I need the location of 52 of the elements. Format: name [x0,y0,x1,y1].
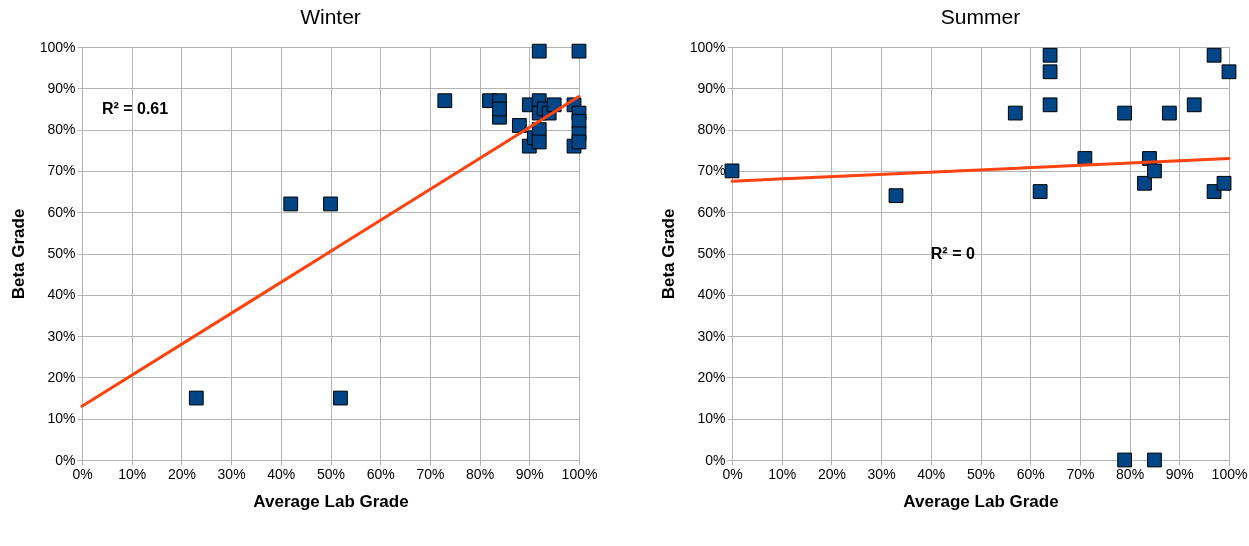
x-tick-label: 60% [366,465,395,482]
y-tick-label: 10% [697,410,726,427]
x-tick-label: 20% [817,465,846,482]
x-tick-label: 30% [867,465,896,482]
annotation: R² = 0 [930,244,975,262]
x-tick-label: 100% [561,465,598,482]
y-tick-label: 30% [697,327,726,344]
y-tick-label: 70% [47,162,76,179]
y-tick-label: 90% [697,79,726,96]
x-tick-label: 10% [118,465,147,482]
x-tick-label: 0% [722,465,743,482]
annotation: R² = 0.61 [101,99,169,117]
x-tick-label: 20% [167,465,196,482]
y-tick-label: 50% [47,245,76,261]
y-tick-label: 50% [697,245,726,261]
y-tick-label: 30% [47,327,76,344]
y-tick-label: 0% [55,451,76,468]
y-tick-label: 60% [697,203,726,220]
y-tick-label: 40% [697,286,726,303]
y-tick-label: 40% [47,286,76,303]
x-tick-label: 80% [1116,465,1145,482]
x-tick-label: 40% [917,465,946,482]
y-tick-label: 70% [697,162,726,179]
y-tick-label: 0% [705,451,726,468]
y-tick-label: 10% [47,410,76,427]
x-tick-label: 90% [1165,465,1194,482]
x-tick-label: 30% [217,465,246,482]
y-tick-label: 60% [47,203,76,220]
x-tick-label: 10% [768,465,797,482]
y-tick-label: 100% [39,38,76,55]
x-tick-label: 0% [72,465,93,482]
y-axis-title: Beta Grade [8,208,28,300]
y-tick-label: 20% [697,368,726,385]
x-tick-label: 70% [416,465,445,482]
x-tick-label: 50% [966,465,996,482]
y-tick-label: 100% [689,38,726,55]
y-tick-label: 20% [47,368,76,385]
x-tick-label: 60% [1016,465,1045,482]
x-tick-label: 90% [515,465,544,482]
x-tick-label: 50% [316,465,346,482]
x-tick-label: 100% [1211,465,1248,482]
chart-title: Winter [300,5,361,28]
y-axis-title: Beta Grade [658,208,678,300]
x-axis-title: Average Lab Grade [253,491,409,511]
x-tick-label: 40% [267,465,296,482]
y-tick-label: 80% [697,121,726,138]
y-tick-label: 80% [47,121,76,138]
chart-title: Summer [940,5,1021,28]
x-axis-title: Average Lab Grade [903,491,1059,511]
y-tick-label: 90% [47,79,76,96]
x-tick-label: 80% [466,465,495,482]
x-tick-label: 70% [1066,465,1095,482]
